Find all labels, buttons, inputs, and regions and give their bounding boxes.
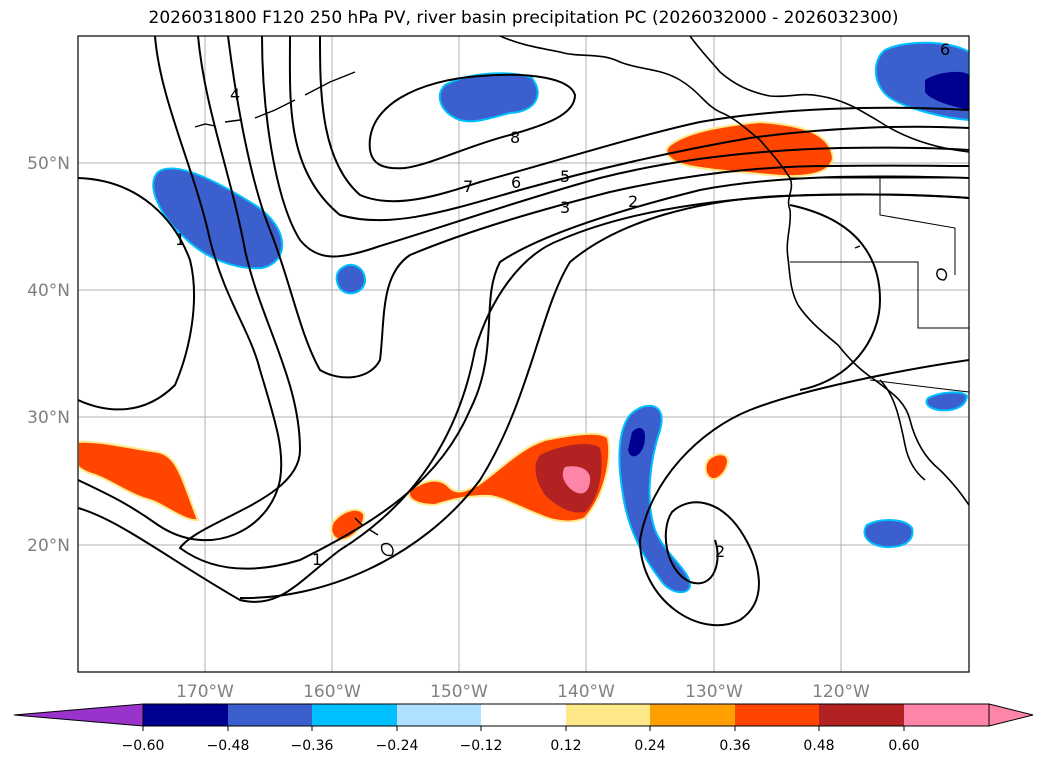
contour-label: 1 <box>175 230 185 249</box>
pv-contour <box>368 73 577 170</box>
colorbar-tick-label: −0.60 <box>122 738 165 754</box>
positive-region <box>78 440 200 522</box>
colorbar-bin <box>650 704 735 726</box>
contour-label: 6 <box>940 40 950 59</box>
border-line <box>879 178 956 275</box>
lon-label: 170°W <box>176 682 234 702</box>
colorbar-tick-label: 0.24 <box>634 738 665 754</box>
contour-label: 7 <box>463 177 473 196</box>
contour-labels: 4 8 7 6 5 3 2 1 1 2 6 <box>175 40 950 569</box>
colorbar-tick-label: 0.48 <box>803 738 834 754</box>
pv-contour <box>789 204 882 391</box>
colorbar-bin <box>397 704 481 726</box>
peninsula-coast <box>879 379 926 481</box>
pv-contour <box>319 36 969 203</box>
contour-label: 3 <box>560 198 570 217</box>
border-line <box>790 261 969 329</box>
lon-label: 160°W <box>303 682 361 702</box>
lon-label: 130°W <box>685 682 743 702</box>
colorbar-bin <box>481 704 566 726</box>
negative-region <box>335 263 367 295</box>
colorbar-tick-label: 0.60 <box>888 738 919 754</box>
colorbar-tick-label: −0.24 <box>376 738 419 754</box>
pv-contour <box>638 359 969 627</box>
alaska-coast <box>499 36 969 506</box>
lat-label: 40°N <box>27 281 70 301</box>
precipitation-shading <box>78 41 969 594</box>
negative-region <box>438 72 539 123</box>
islands <box>194 71 948 557</box>
positive-region <box>562 466 591 494</box>
negative-region <box>925 71 969 110</box>
contour-label: 2 <box>715 542 725 561</box>
colorbar-bin <box>228 704 312 726</box>
contour-label: 1 <box>312 550 322 569</box>
colorbar: −0.60 −0.48 −0.36 −0.24 −0.12 0.12 0.24 … <box>13 703 1034 754</box>
colorbar-extend-max <box>988 703 1034 727</box>
negative-region <box>925 391 969 412</box>
latitude-labels: 50°N 40°N 30°N 20°N <box>27 154 70 556</box>
contour-label: 8 <box>510 128 520 147</box>
coastlines <box>499 36 969 506</box>
graticule <box>78 36 969 672</box>
colorbar-tick-label: −0.12 <box>460 738 503 754</box>
contour-label: 5 <box>560 167 570 186</box>
colorbar-tick-label: 0.12 <box>550 738 581 754</box>
map-border <box>77 35 970 673</box>
colorbar-bin <box>819 704 904 726</box>
negative-region <box>628 428 646 457</box>
lat-label: 30°N <box>27 408 70 428</box>
negative-region <box>863 519 914 549</box>
negative-region <box>152 167 284 270</box>
positive-region <box>704 453 730 480</box>
colorbar-bin <box>904 704 989 726</box>
positive-region <box>330 508 366 542</box>
map-title: 2026031800 F120 250 hPa PV, river basin … <box>148 8 899 28</box>
pv-contour <box>227 36 969 379</box>
pv-contour <box>261 36 969 258</box>
contour-label: 4 <box>230 85 240 104</box>
pv-contours <box>78 36 969 627</box>
contour-label: 6 <box>511 173 521 192</box>
lon-label: 120°W <box>812 682 870 702</box>
pv-contour <box>78 177 969 603</box>
lat-label: 20°N <box>27 536 70 556</box>
lon-label: 140°W <box>557 682 615 702</box>
colorbar-extend-min <box>13 703 144 727</box>
border-line <box>869 379 969 393</box>
lon-label: 150°W <box>430 682 488 702</box>
lat-label: 50°N <box>27 154 70 174</box>
contour-label: 2 <box>628 192 638 211</box>
pv-contour <box>288 36 969 222</box>
colorbar-tick-label: −0.36 <box>291 738 334 754</box>
colorbar-bin <box>566 704 650 726</box>
longitude-labels: 170°W 160°W 150°W 140°W 130°W 120°W <box>176 682 870 702</box>
colorbar-tick-label: 0.36 <box>719 738 750 754</box>
pv-contour <box>178 36 969 570</box>
colorbar-bin <box>143 704 228 726</box>
canada-coast <box>689 36 969 153</box>
colorbar-tick-label: −0.48 <box>207 738 250 754</box>
positive-region <box>665 120 835 178</box>
colorbar-bin <box>312 704 397 726</box>
colorbar-bin <box>735 704 819 726</box>
